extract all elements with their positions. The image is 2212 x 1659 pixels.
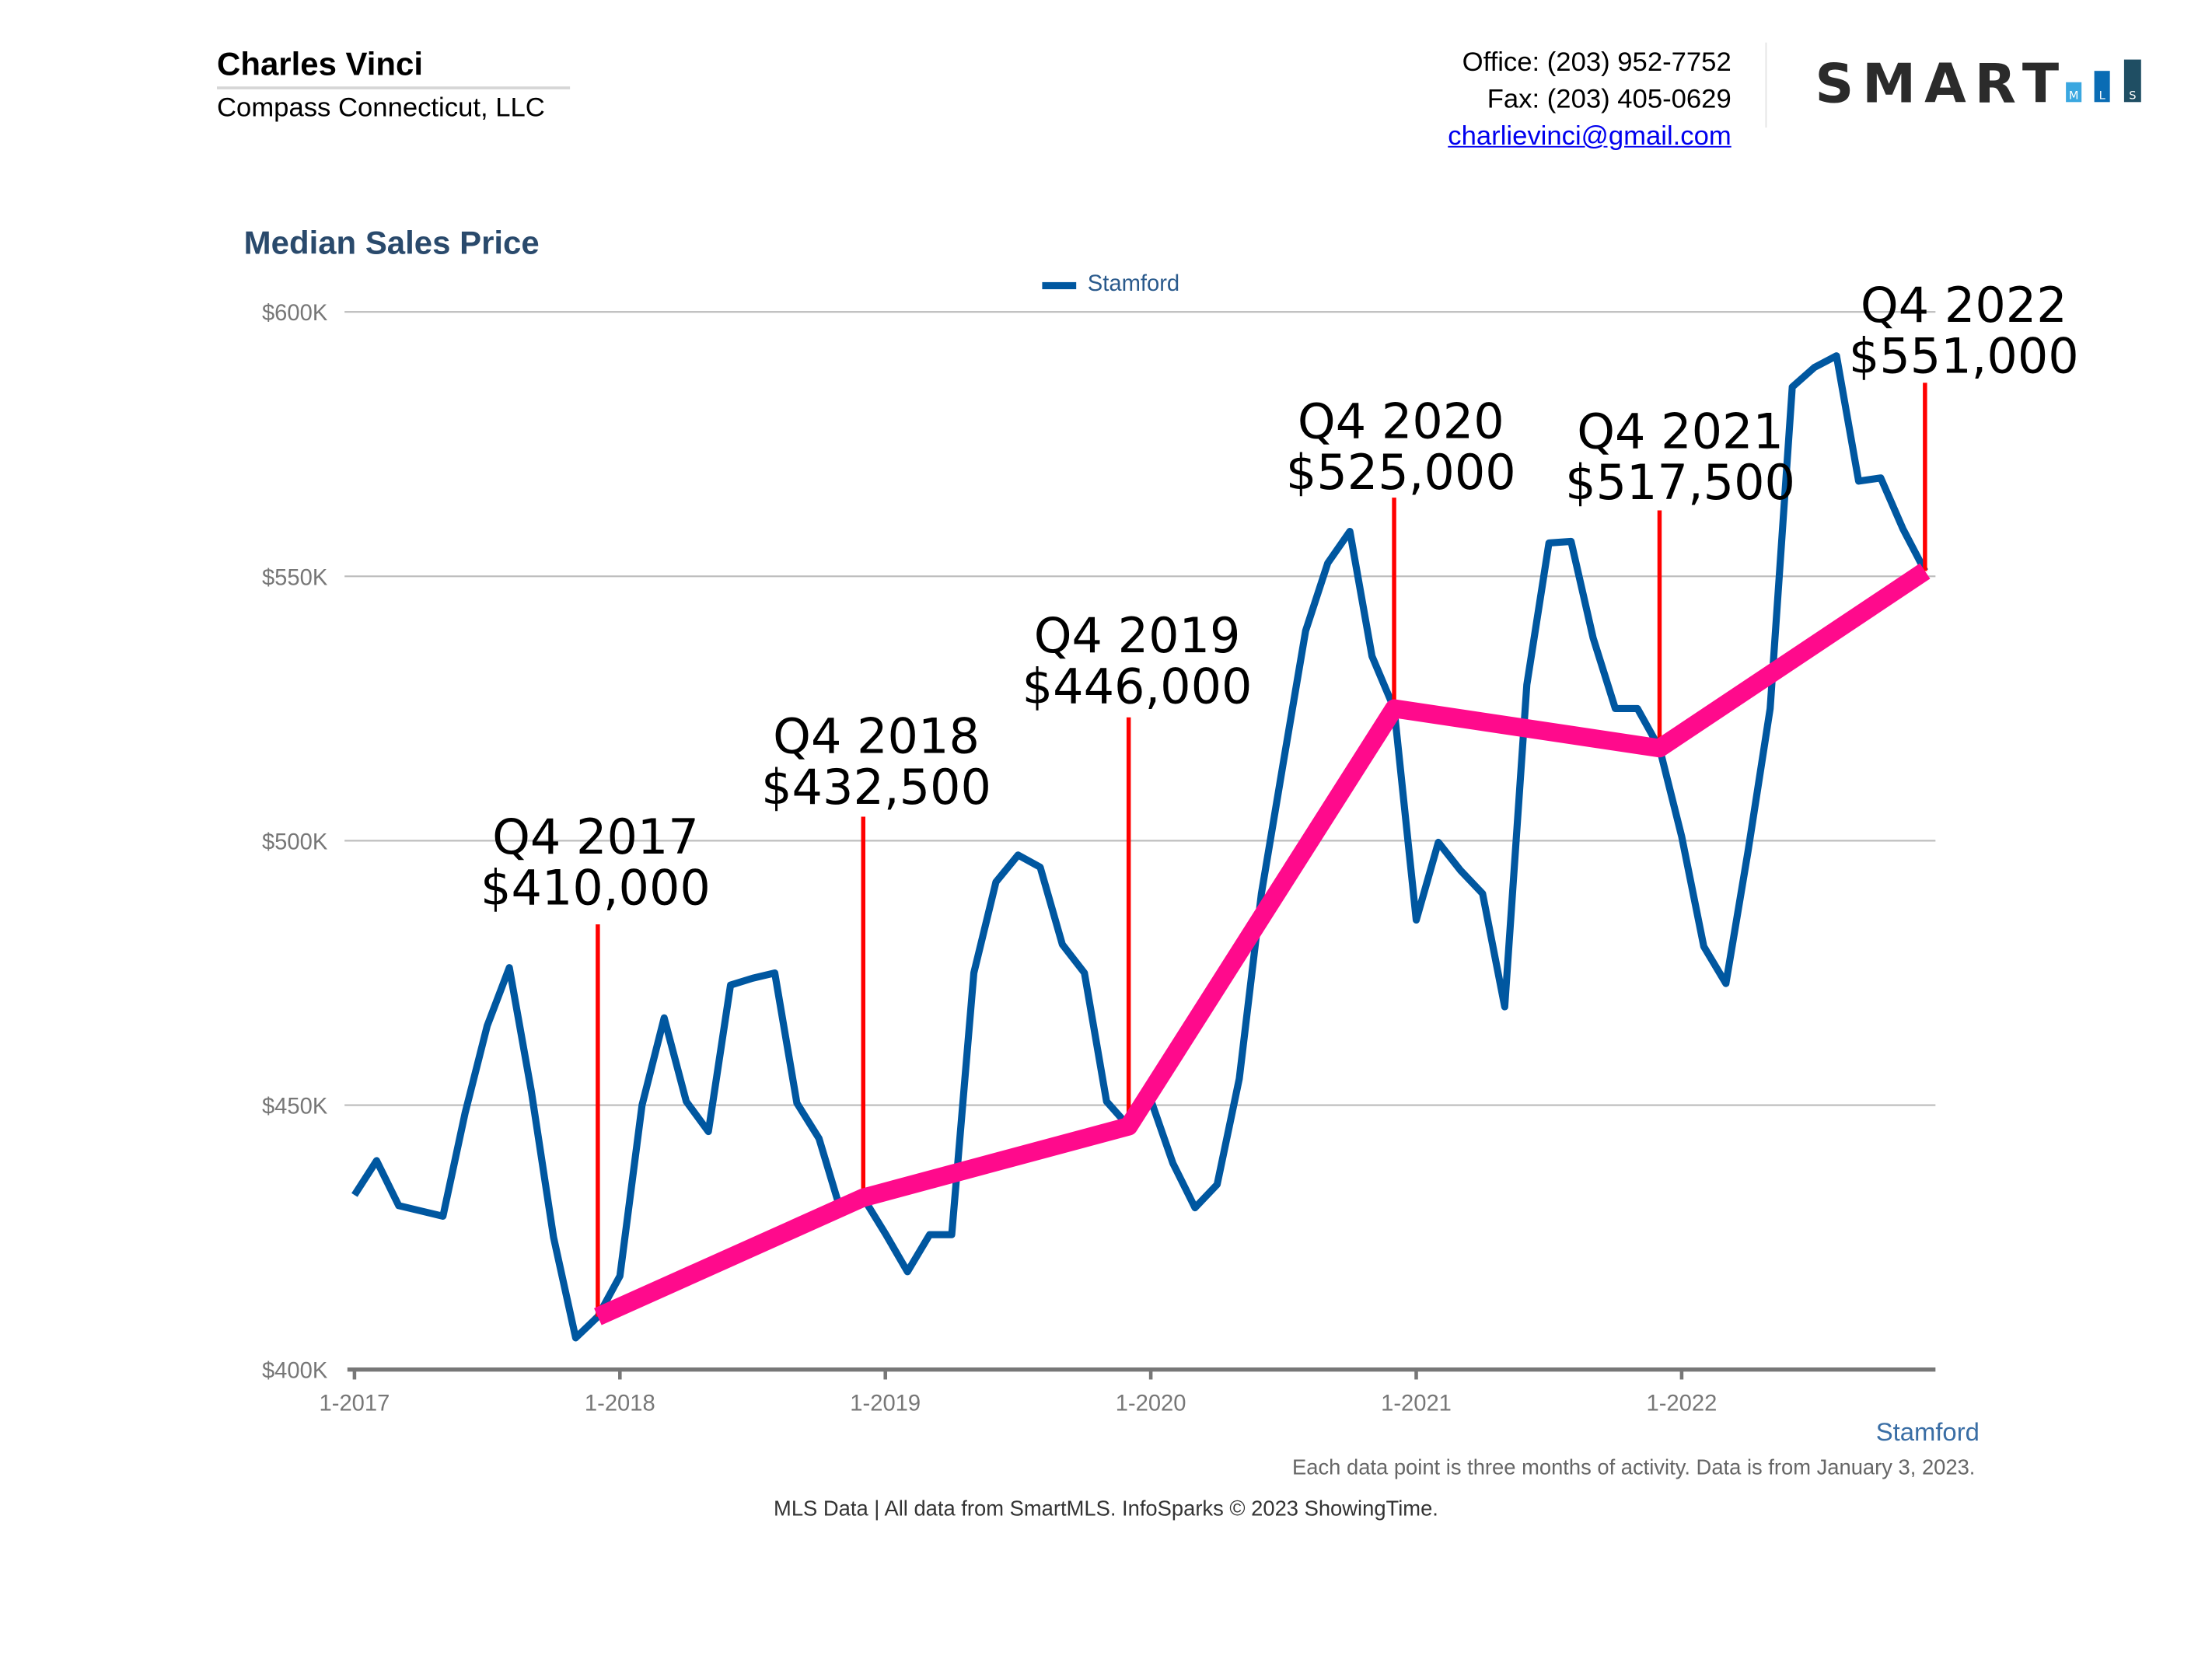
email-link[interactable]: charlievinci@gmail.com <box>1448 121 1732 152</box>
logo-letter: M <box>2069 89 2079 103</box>
annotation-quarter: Q4 2021 <box>1577 403 1784 459</box>
logo-bar-l <box>2094 71 2110 103</box>
x-tick-label: 1-2020 <box>1116 1392 1186 1416</box>
annotation-quarter: Q4 2020 <box>1298 393 1504 450</box>
y-tick-label: $400K <box>262 1359 328 1384</box>
y-tick-label: $600K <box>262 301 328 326</box>
x-tick-label: 1-2018 <box>585 1392 655 1416</box>
logo-letter: S <box>2129 89 2136 103</box>
chart-title: Median Sales Price <box>243 224 540 261</box>
fax-number: Fax: (203) 405-0629 <box>1487 85 1732 115</box>
data-note: Each data point is three months of activ… <box>1292 1455 1976 1480</box>
annotation-quarter: Q4 2017 <box>492 809 699 865</box>
series-label: Stamford <box>1875 1417 1980 1447</box>
logo-text: SMART <box>1815 54 2067 110</box>
legend[interactable]: Stamford <box>1042 272 1179 298</box>
annotation-quarter: Q4 2018 <box>773 707 980 764</box>
annotation-value: $446,000 <box>1022 658 1253 715</box>
agent-name: Charles Vinci <box>217 45 424 82</box>
agent-company: Compass Connecticut, LLC <box>217 93 545 124</box>
annotation-quarter: Q4 2019 <box>1034 607 1241 664</box>
x-tick-label: 1-2019 <box>850 1392 921 1416</box>
annotation-quarter: Q4 2022 <box>1861 277 2067 334</box>
chart: $400K $450K $500K $550K $600K 1-2017 1-2018 1-2… <box>262 277 2079 1416</box>
y-tick-label: $550K <box>262 565 328 590</box>
annotation-value: $432,500 <box>761 759 991 816</box>
y-tick-label: $500K <box>262 830 328 854</box>
logo-bar-m <box>2066 82 2082 103</box>
smartmls-logo: SMART M L S <box>1815 54 2141 110</box>
x-tick-label: 1-2022 <box>1647 1392 1718 1416</box>
legend-swatch <box>1042 281 1077 289</box>
divider <box>1765 42 1767 128</box>
office-phone: Office: (203) 952-7752 <box>1462 48 1732 79</box>
divider <box>217 86 571 89</box>
x-tick-label: 1-2017 <box>320 1392 390 1416</box>
annotation-value: $551,000 <box>1849 328 2079 385</box>
footer-credit: MLS Data | All data from SmartMLS. InfoS… <box>774 1497 1438 1521</box>
annotation-value: $517,500 <box>1565 454 1795 511</box>
logo-bar-s <box>2123 59 2141 103</box>
legend-label: Stamford <box>1087 272 1180 297</box>
y-tick-label: $450K <box>262 1095 328 1119</box>
logo-letter: L <box>2099 89 2106 103</box>
trend-line-q4 <box>594 563 1931 1325</box>
annotation-value: $410,000 <box>480 860 711 917</box>
x-tick-label: 1-2021 <box>1381 1392 1452 1416</box>
annotation-value: $525,000 <box>1286 444 1516 501</box>
